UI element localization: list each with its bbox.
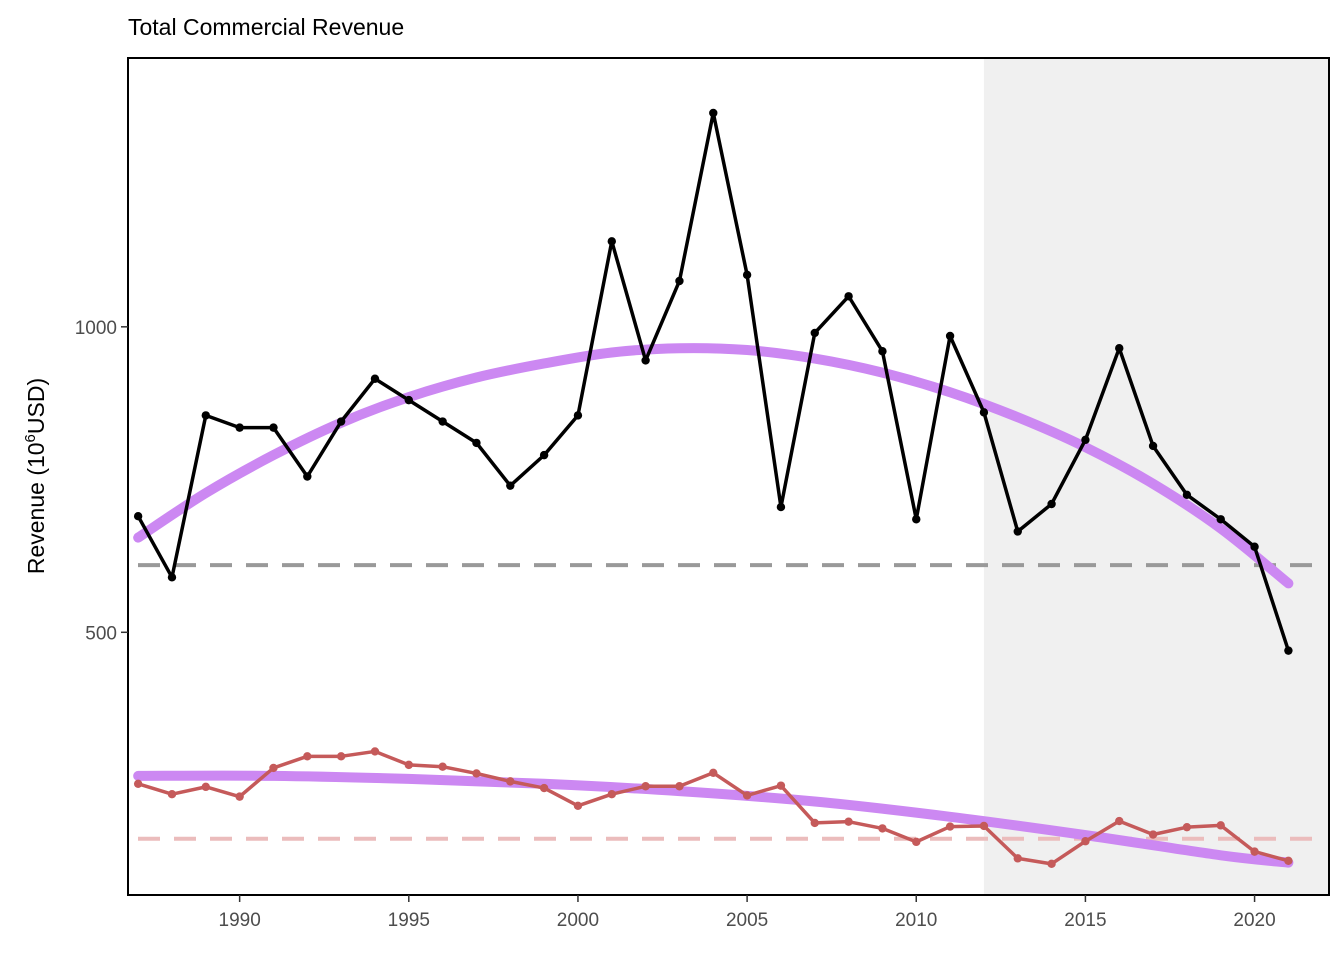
series-0-point — [1216, 515, 1225, 524]
series-0-trend-line — [133, 343, 1294, 589]
x-tick-label: 2010 — [895, 910, 937, 931]
series-1-point — [1013, 854, 1022, 863]
series-1-point — [810, 818, 819, 828]
series-1-point — [1081, 837, 1090, 846]
panel-border — [127, 57, 1330, 896]
series-1-point — [1115, 816, 1124, 826]
series-0-point — [878, 347, 887, 356]
series-0-point — [912, 515, 921, 524]
x-tick-label: 1995 — [388, 910, 430, 931]
series-1-point — [1250, 847, 1259, 856]
x-tick-label: 2000 — [557, 910, 599, 931]
series-1-point — [776, 781, 786, 790]
series-0-point — [776, 502, 786, 512]
series-0-point — [167, 573, 177, 582]
series-0-point — [1148, 441, 1158, 451]
shaded-forecast-region — [983, 58, 1329, 895]
series-0-point — [1115, 344, 1124, 353]
series-1-point — [1216, 821, 1225, 830]
series-1-point — [979, 821, 989, 831]
series-1-point — [167, 789, 177, 799]
series-0-point — [742, 270, 752, 280]
series-1-point — [133, 779, 143, 789]
series-1-point — [675, 782, 684, 791]
series-1-point — [201, 782, 211, 792]
series-0-point — [709, 108, 718, 118]
series-1-point — [573, 801, 583, 811]
y-axis-title-suffix: USD) — [23, 378, 49, 434]
series-0-point — [810, 328, 819, 338]
x-tick-label: 2020 — [1233, 910, 1275, 931]
series-0-point — [506, 481, 515, 490]
series-0-point — [1047, 499, 1056, 509]
chart-title: Total Commercial Revenue — [128, 14, 404, 40]
y-axis-title-prefix: Revenue (10 — [23, 442, 49, 574]
series-0-point — [404, 395, 413, 405]
series-1-point — [506, 777, 515, 786]
series-1-point — [235, 792, 244, 801]
series-0-point — [539, 450, 549, 460]
series-0-point — [675, 276, 684, 286]
series-1-point — [945, 822, 955, 831]
series-1-point — [472, 769, 481, 778]
series-0-point — [472, 438, 481, 448]
series-1-point — [742, 791, 752, 800]
series-1-point — [709, 768, 718, 778]
series-1-point — [1148, 830, 1158, 839]
series-1-point — [844, 817, 853, 826]
series-1-trend-line — [133, 770, 1294, 868]
axis-layer: 1990 1995 2000 2005 2010 2015 2020 500 1000 — [75, 318, 1276, 931]
series-0-point — [1182, 490, 1192, 500]
series-1-point — [303, 752, 312, 761]
series-0-point — [1250, 542, 1259, 551]
series-0-point — [1013, 527, 1022, 536]
series-1-point — [607, 789, 616, 799]
series-1-point — [1284, 856, 1293, 865]
series-0-point — [336, 417, 346, 426]
series-0-point — [573, 411, 583, 420]
series-1-point — [641, 782, 650, 791]
series-0-point — [945, 331, 955, 341]
series-0-point — [607, 237, 616, 246]
series-0-point — [235, 423, 244, 432]
series-0-point — [133, 512, 143, 521]
series-1-point — [1047, 859, 1056, 869]
series-0-point — [370, 374, 380, 383]
y-axis-title-superscript: 6 — [22, 434, 39, 442]
series-1-point — [404, 760, 413, 770]
series-1-point — [912, 837, 921, 847]
series-1-point — [1182, 822, 1192, 832]
y-tick-label: 500 — [85, 623, 117, 644]
series-1-point — [438, 762, 447, 771]
x-tick-label: 1990 — [219, 910, 261, 931]
series-1-point — [336, 752, 346, 761]
x-tick-label: 2005 — [726, 910, 768, 931]
series-1-point — [878, 824, 887, 833]
series-0-point — [844, 292, 853, 301]
shaded-region-layer — [983, 58, 1329, 895]
series-1-point — [539, 783, 549, 793]
series-0-point — [201, 411, 211, 420]
series-0-point — [1284, 646, 1293, 655]
y-axis-title: Revenue (106USD) — [22, 378, 49, 574]
y-tick-label: 1000 — [75, 318, 117, 339]
series-layer — [133, 108, 1293, 869]
trend-lines-layer — [133, 343, 1294, 868]
series-0-point — [303, 472, 312, 481]
series-0-point — [1081, 435, 1090, 445]
x-tick-label: 2015 — [1064, 910, 1106, 931]
series-1-point — [269, 763, 278, 773]
series-0-point — [269, 423, 278, 432]
series-0-point — [979, 408, 989, 417]
series-0-point — [438, 417, 447, 426]
series-1-point — [370, 747, 380, 756]
series-0-point — [641, 356, 650, 365]
